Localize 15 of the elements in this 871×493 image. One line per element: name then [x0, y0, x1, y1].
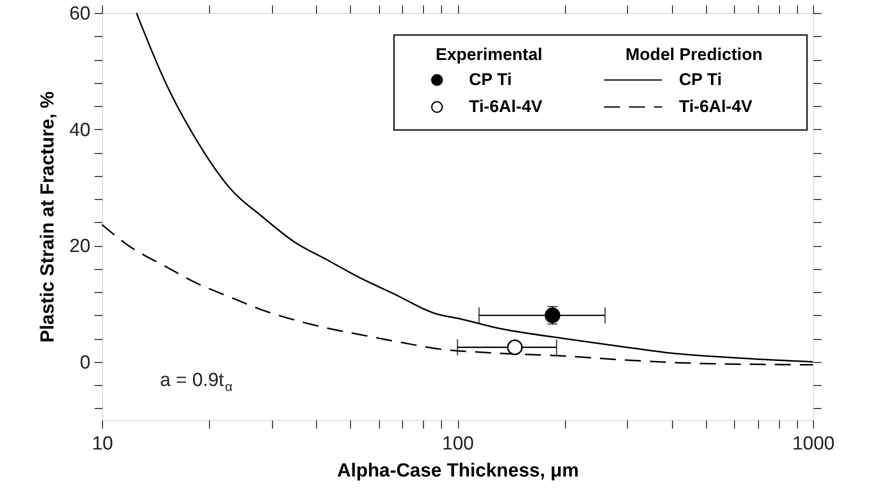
- x-axis-title: Alpha-Case Thickness, μm: [337, 460, 579, 482]
- y-tick-label: 20: [69, 236, 90, 258]
- y-tick-label: 0: [80, 352, 90, 374]
- x-tick-label: 10: [92, 434, 114, 454]
- x-tick-label: 100: [442, 434, 474, 454]
- y-axis-title: Plastic Strain at Fracture, %: [37, 91, 58, 343]
- y-tick-label: 60: [69, 4, 90, 24]
- legend-label: Ti-6Al-4V: [469, 97, 544, 116]
- y-tick-label: 40: [69, 120, 90, 141]
- text: Model Prediction: [626, 45, 762, 64]
- text: Experimental: [436, 45, 542, 64]
- legend-label: Ti-6Al-4V: [679, 97, 754, 116]
- x-tick-label: 1000: [792, 434, 835, 454]
- legend-label: CP Ti: [679, 70, 722, 89]
- legend-label: CP Ti: [469, 70, 512, 89]
